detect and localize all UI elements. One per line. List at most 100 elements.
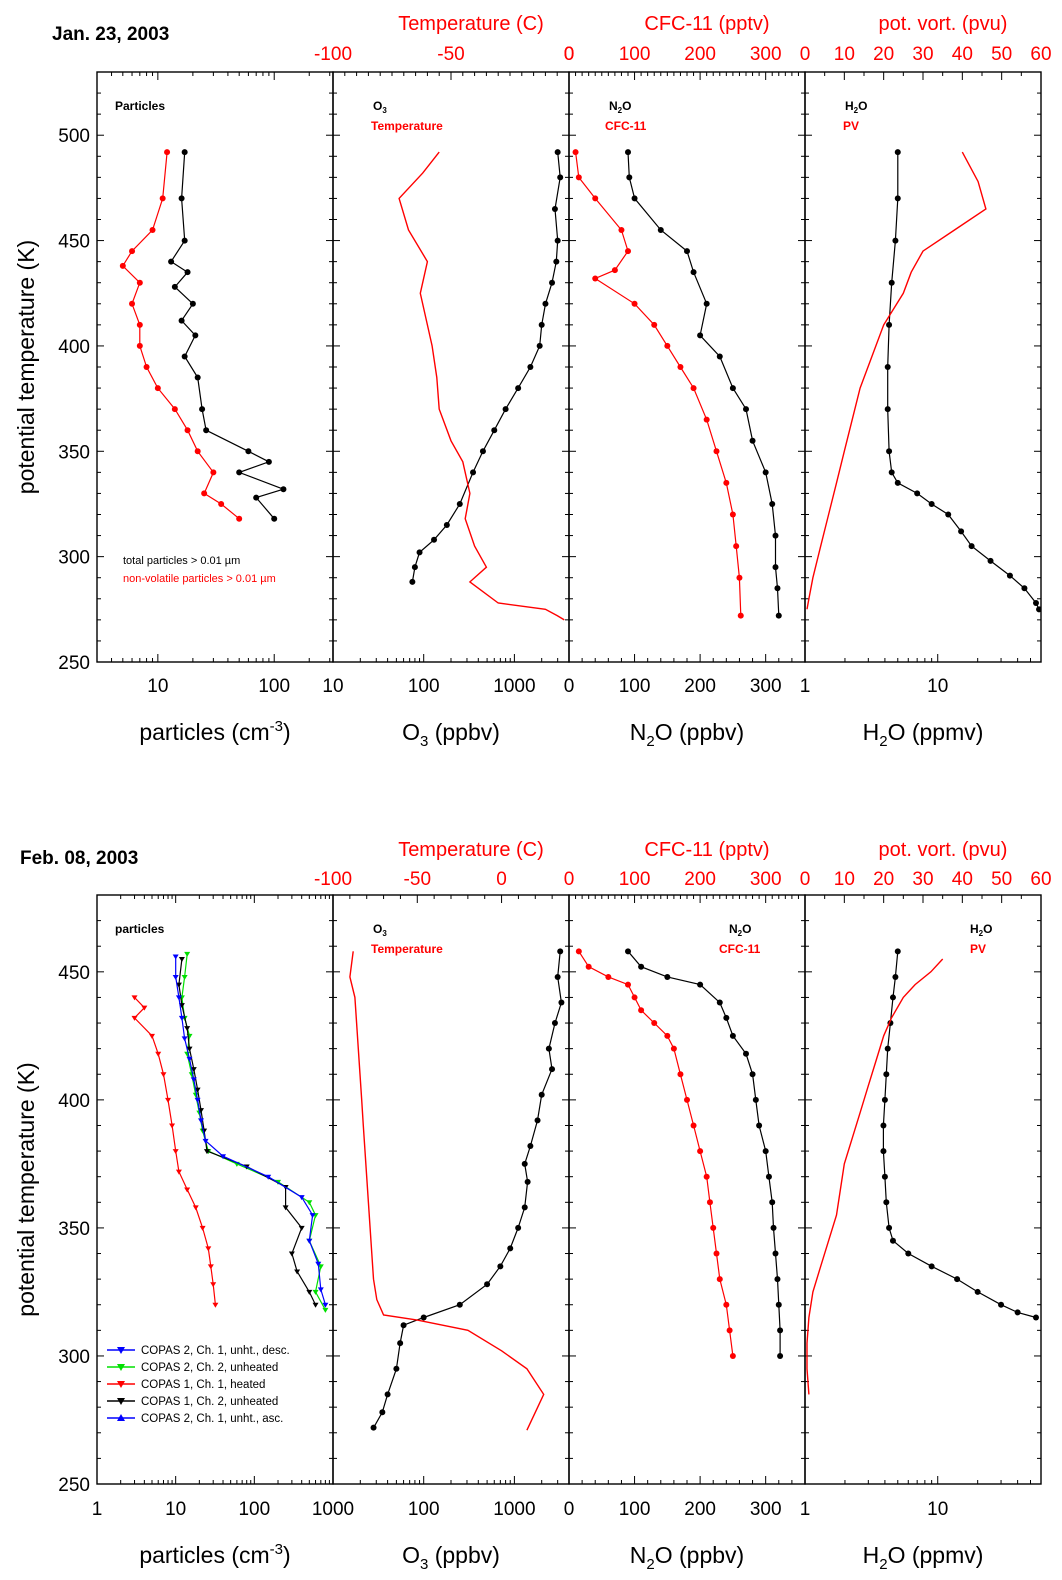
data-point [889,994,896,1001]
data-point [884,406,891,413]
data-point [651,321,658,328]
panel-label-text: O [622,99,631,113]
y-tick-label: 250 [58,1475,90,1496]
data-point [315,1261,322,1267]
data-point [411,564,418,571]
x-tick-label: 100 [408,1499,440,1520]
data-point [928,1263,935,1270]
top-tick-label: 60 [1030,44,1051,65]
data-point [159,195,166,202]
series-line-blue [175,956,326,1305]
y-tick-label: 450 [58,232,90,253]
x-axis-label: particles (cm-3) [139,1541,290,1568]
data-point [737,612,744,619]
data-point [775,612,782,619]
data-point [207,1264,214,1270]
data-point [420,1314,427,1321]
data-point [198,1118,205,1124]
legend-marker [117,1381,125,1388]
data-point [171,283,178,290]
data-point [192,1092,199,1098]
top-axis-title: CFC-11 (pptv) [644,13,769,35]
panel-label: PV [970,942,986,956]
data-point [894,479,901,486]
data-point [684,248,690,255]
data-point [549,279,556,286]
legend-marker [117,1414,125,1421]
x-tick-label: 1000 [493,676,535,697]
data-point [220,1154,227,1160]
x-axis-label-text: particles (cm [139,1542,269,1568]
data-point [456,500,463,507]
panel-note: total particles > 0.01 µm [123,555,240,567]
data-point [484,1281,491,1288]
top-tick-label: 0 [496,869,507,890]
panel-data [398,149,565,621]
top-tick-label: 200 [684,869,716,890]
data-point [169,1123,176,1129]
data-point [194,448,201,455]
data-point [987,557,994,564]
y-tick-label: 400 [58,337,90,358]
data-point [534,1117,541,1124]
data-point [726,1327,733,1334]
panel-label-text: N [609,99,618,113]
data-point [880,1122,887,1129]
data-point [172,954,179,960]
data-point [186,1046,193,1052]
top-axis-title: CFC-11 (pptv) [644,839,769,861]
x-axis-label-text: N [630,1542,647,1568]
series-line-red [806,958,944,1395]
data-point [507,1245,514,1252]
top-tick-label: 10 [834,44,855,65]
panel-label-text: O [373,99,382,113]
data-point [554,237,561,244]
data-point [894,149,901,156]
series-line-black [627,950,781,1356]
panel-note: non-volatile particles > 0.01 µm [123,573,276,585]
x-axis-label: O3 (ppbv) [402,719,500,750]
data-point [551,1020,558,1027]
data-point [945,511,952,518]
x-tick-label: 10 [927,676,948,697]
data-point [697,332,704,339]
data-point [184,1187,191,1193]
data-point [729,511,736,518]
panel-label: O3 [373,922,387,938]
data-point [171,406,178,413]
data-point [370,1424,377,1431]
data-point [129,248,136,255]
y-tick-label: 500 [58,126,90,147]
data-point [723,479,730,486]
x-tick-label: 1 [800,676,811,697]
data-point [199,406,206,413]
panel-label-sub: 3 [382,929,387,938]
data-point [165,1097,172,1103]
y-tick-label: 250 [58,653,90,674]
series-line-black [887,152,1040,610]
chart-date: Feb. 08, 2003 [20,848,138,869]
data-point [677,1071,684,1078]
x-axis-label-text: (ppbv) [428,719,500,745]
data-point [954,1276,961,1283]
data-point [697,1148,704,1155]
data-point [883,1071,890,1078]
series-line-black [882,951,1037,1319]
x-axis-label: N2O (ppbv) [630,1542,744,1573]
panel-frame [332,71,570,663]
data-point [762,1148,769,1155]
panel-label-sub: 2 [738,929,743,938]
x-axis-label-sub: 3 [420,733,428,750]
data-point [756,1122,763,1129]
data-point [443,522,450,529]
data-point [914,490,921,497]
series-line-black [170,152,286,520]
x-axis-label-text: H [863,719,880,745]
y-tick-label: 400 [58,1091,90,1112]
data-point [181,974,188,980]
data-point [974,1288,981,1295]
data-point [690,1122,697,1129]
top-tick-label: 0 [564,869,575,890]
